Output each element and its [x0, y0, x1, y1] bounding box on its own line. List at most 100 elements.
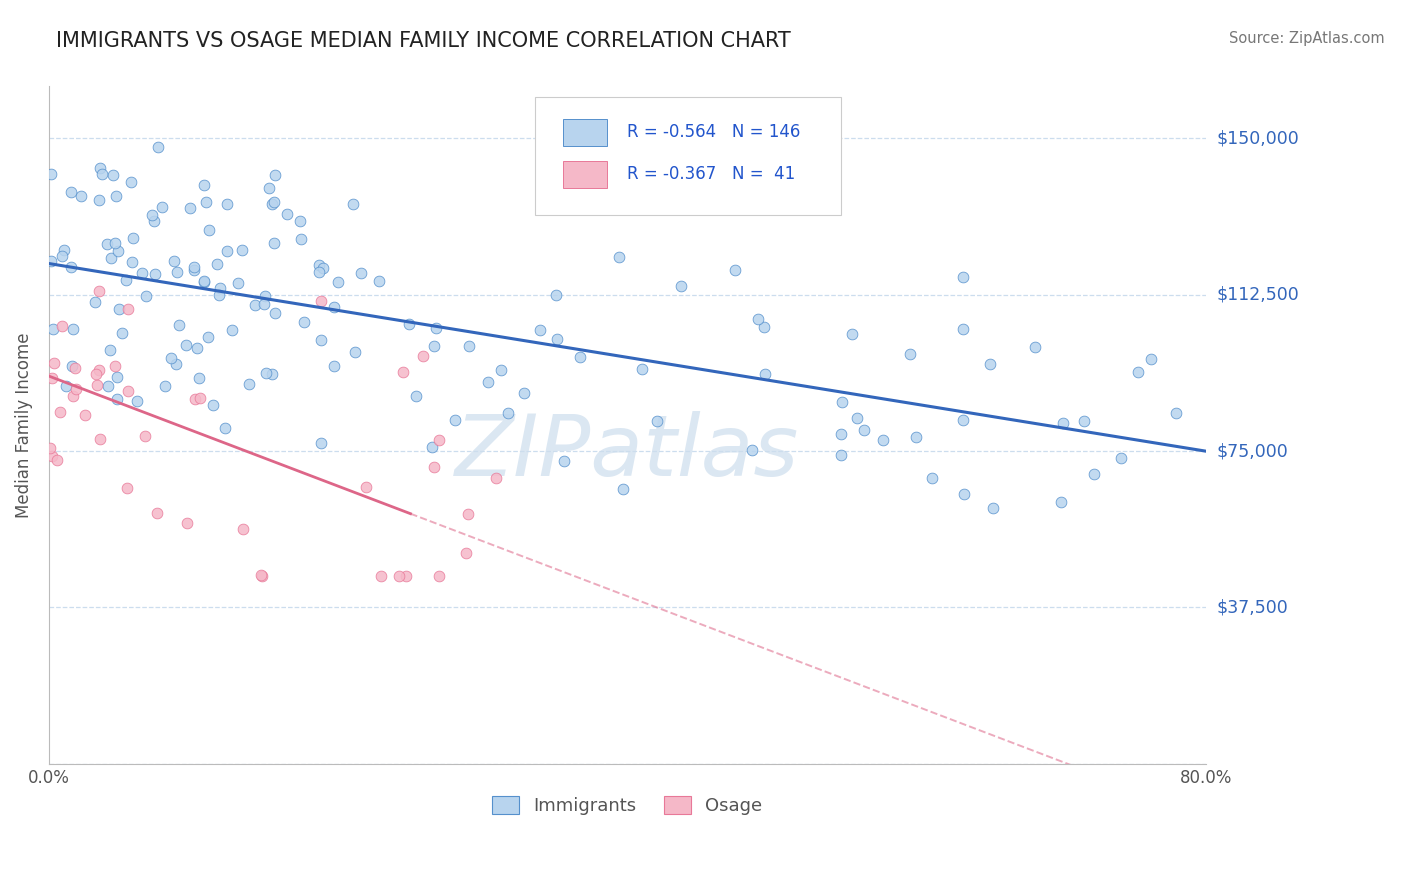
Point	[544, 288, 567, 302]
Point	[262, 367, 284, 381]
Point	[489, 363, 512, 377]
Point	[51, 318, 73, 333]
Point	[176, 516, 198, 530]
Point	[747, 311, 769, 326]
Point	[263, 306, 285, 320]
Point	[645, 414, 668, 428]
Point	[1052, 417, 1074, 431]
Point	[952, 413, 974, 427]
Point	[135, 289, 157, 303]
Point	[388, 569, 411, 583]
Point	[323, 359, 346, 373]
Point	[65, 382, 87, 396]
Point	[105, 392, 128, 406]
Point	[231, 244, 253, 258]
Point	[245, 298, 267, 312]
Point	[96, 236, 118, 251]
Legend: Immigrants, Osage: Immigrants, Osage	[485, 789, 769, 822]
Point	[953, 487, 976, 501]
Point	[41, 370, 63, 384]
Point	[276, 207, 298, 221]
Point	[263, 235, 285, 250]
Point	[125, 394, 148, 409]
Point	[122, 231, 145, 245]
Point	[546, 332, 568, 346]
Point	[1166, 406, 1188, 420]
Text: IMMIGRANTS VS OSAGE MEDIAN FAMILY INCOME CORRELATION CHART: IMMIGRANTS VS OSAGE MEDIAN FAMILY INCOME…	[56, 31, 792, 51]
Point	[217, 244, 239, 259]
Point	[356, 480, 378, 494]
Point	[752, 320, 775, 334]
Point	[312, 261, 335, 276]
Point	[188, 392, 211, 406]
Text: $112,500: $112,500	[1216, 285, 1299, 304]
Point	[41, 322, 63, 336]
Point	[146, 506, 169, 520]
Point	[254, 366, 277, 380]
Point	[322, 300, 344, 314]
Text: R = -0.367   N =  41: R = -0.367 N = 41	[627, 165, 796, 184]
Point	[309, 436, 332, 450]
Point	[60, 260, 83, 274]
Point	[238, 376, 260, 391]
Point	[73, 408, 96, 422]
Point	[1126, 365, 1149, 379]
Point	[115, 273, 138, 287]
Text: ZIPatlas: ZIPatlas	[456, 410, 800, 493]
Point	[1139, 351, 1161, 366]
Point	[117, 384, 139, 399]
Point	[60, 359, 83, 373]
Point	[1049, 495, 1071, 509]
Point	[412, 349, 434, 363]
Point	[153, 379, 176, 393]
Point	[254, 289, 277, 303]
Point	[89, 161, 111, 176]
Point	[831, 395, 853, 409]
Point	[458, 338, 481, 352]
Point	[141, 207, 163, 221]
Point	[427, 569, 450, 583]
Point	[529, 323, 551, 337]
Point	[97, 379, 120, 393]
Point	[1109, 450, 1132, 465]
Point	[98, 343, 121, 357]
Point	[398, 317, 420, 331]
Point	[84, 295, 107, 310]
Point	[477, 375, 499, 389]
Point	[215, 196, 238, 211]
Point	[457, 507, 479, 521]
Point	[1073, 414, 1095, 428]
Point	[425, 320, 447, 334]
Point	[232, 522, 254, 536]
Point	[496, 406, 519, 420]
Point	[163, 254, 186, 268]
Point	[150, 200, 173, 214]
Point	[259, 181, 281, 195]
Text: R = -0.564   N = 146: R = -0.564 N = 146	[627, 123, 801, 142]
Point	[456, 546, 478, 560]
Y-axis label: Median Family Income: Median Family Income	[15, 333, 32, 518]
Point	[105, 370, 128, 384]
Point	[193, 275, 215, 289]
Point	[253, 297, 276, 311]
Point	[221, 323, 243, 337]
Point	[134, 429, 156, 443]
Point	[872, 433, 894, 447]
FancyBboxPatch shape	[562, 161, 606, 188]
Point	[1024, 340, 1046, 354]
Point	[852, 423, 875, 437]
Point	[630, 361, 652, 376]
Point	[208, 281, 231, 295]
Point	[87, 284, 110, 298]
Point	[290, 232, 312, 246]
Point	[39, 168, 62, 182]
Point	[167, 318, 190, 333]
Point	[197, 223, 219, 237]
Point	[69, 188, 91, 202]
Text: Source: ZipAtlas.com: Source: ZipAtlas.com	[1229, 31, 1385, 46]
Text: $37,500: $37,500	[1216, 599, 1289, 616]
Point	[350, 266, 373, 280]
Point	[63, 361, 86, 376]
Point	[89, 193, 111, 207]
Point	[952, 270, 974, 285]
